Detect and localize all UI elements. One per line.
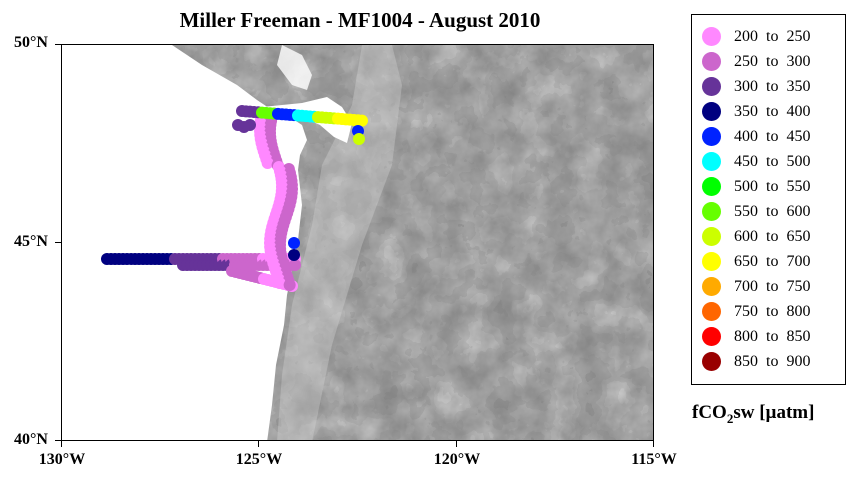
map-area (61, 44, 654, 441)
legend-label: 550 to 600 (734, 202, 811, 220)
legend-item: 800 to 850 (692, 324, 845, 349)
observation-point (273, 277, 286, 289)
x-tick-label: 130°W (38, 451, 86, 468)
tick-mark-125w (258, 441, 259, 447)
legend-item: 450 to 500 (692, 149, 845, 174)
legend-label: 850 to 900 (734, 352, 811, 370)
legend-swatch (702, 277, 721, 296)
legend-swatch (702, 302, 721, 321)
legend-label: 250 to 300 (734, 52, 811, 70)
inlet (277, 45, 312, 90)
unit-label: fCO2sw [µatm] (692, 402, 814, 427)
observation-point (232, 119, 244, 131)
color-legend: 200 to 250 250 to 300 300 to 350 350 to 400… (691, 14, 846, 385)
legend-item: 350 to 400 (692, 99, 845, 124)
observation-point (289, 259, 301, 271)
x-tick-label: 125°W (235, 451, 283, 468)
legend-item: 650 to 700 (692, 249, 845, 274)
observation-point (261, 157, 274, 169)
legend-item: 750 to 800 (692, 299, 845, 324)
legend-item: 550 to 600 (692, 199, 845, 224)
legend-label: 600 to 650 (734, 227, 811, 245)
legend-label: 800 to 850 (734, 327, 811, 345)
legend-swatch (702, 352, 721, 371)
legend-label: 300 to 350 (734, 77, 811, 95)
legend-label: 350 to 400 (734, 102, 811, 120)
tick-mark-130w (61, 441, 62, 447)
y-tick-label: 50°N (14, 34, 48, 51)
strait (262, 97, 352, 143)
x-tick-label: 115°W (631, 451, 677, 468)
legend-label: 750 to 800 (734, 302, 811, 320)
ocean (62, 45, 307, 440)
legend-item: 250 to 300 (692, 49, 845, 74)
legend-swatch (702, 327, 721, 346)
tick-mark-120w (456, 441, 457, 447)
y-tick-label: 40°N (14, 431, 48, 448)
unit-prefix: fCO (692, 402, 727, 423)
cruise-track (101, 105, 368, 292)
legend-item: 850 to 900 (692, 349, 845, 374)
observation-point (353, 133, 365, 145)
observation-point (283, 279, 296, 291)
observation-point (288, 249, 300, 261)
map-canvas (62, 45, 653, 440)
legend-item: 600 to 650 (692, 224, 845, 249)
legend-label: 650 to 700 (734, 252, 811, 270)
legend-swatch (702, 52, 721, 71)
legend-item: 700 to 750 (692, 274, 845, 299)
observation-point (288, 237, 300, 249)
legend-label: 700 to 750 (734, 277, 811, 295)
legend-swatch (702, 252, 721, 271)
map-title: Miller Freeman - MF1004 - August 2010 (179, 8, 541, 32)
observation-point (356, 114, 368, 127)
legend-swatch (702, 102, 721, 121)
x-tick-label: 120°W (433, 451, 481, 468)
legend-swatch (702, 127, 721, 146)
legend-swatch (702, 202, 721, 221)
legend-swatch (702, 152, 721, 171)
legend-swatch (702, 227, 721, 246)
tick-mark-50n (55, 44, 61, 45)
legend-item: 200 to 250 (692, 24, 845, 49)
y-tick-label: 45°N (14, 233, 48, 250)
tick-mark-115w (653, 441, 654, 447)
legend-swatch (702, 177, 721, 196)
tick-mark-45n (55, 242, 61, 243)
legend-item: 300 to 350 (692, 74, 845, 99)
legend-label: 400 to 450 (734, 127, 811, 145)
legend-label: 500 to 550 (734, 177, 811, 195)
legend-label: 450 to 500 (734, 152, 811, 170)
legend-swatch (702, 77, 721, 96)
legend-label: 200 to 250 (734, 27, 811, 45)
tick-mark-40n (55, 440, 61, 441)
unit-subscript: 2 (726, 410, 734, 426)
legend-swatch (702, 27, 721, 46)
coastal-range (277, 45, 402, 440)
unit-suffix: sw [µatm] (733, 402, 815, 423)
legend-item: 500 to 550 (692, 174, 845, 199)
legend-item: 400 to 450 (692, 124, 845, 149)
